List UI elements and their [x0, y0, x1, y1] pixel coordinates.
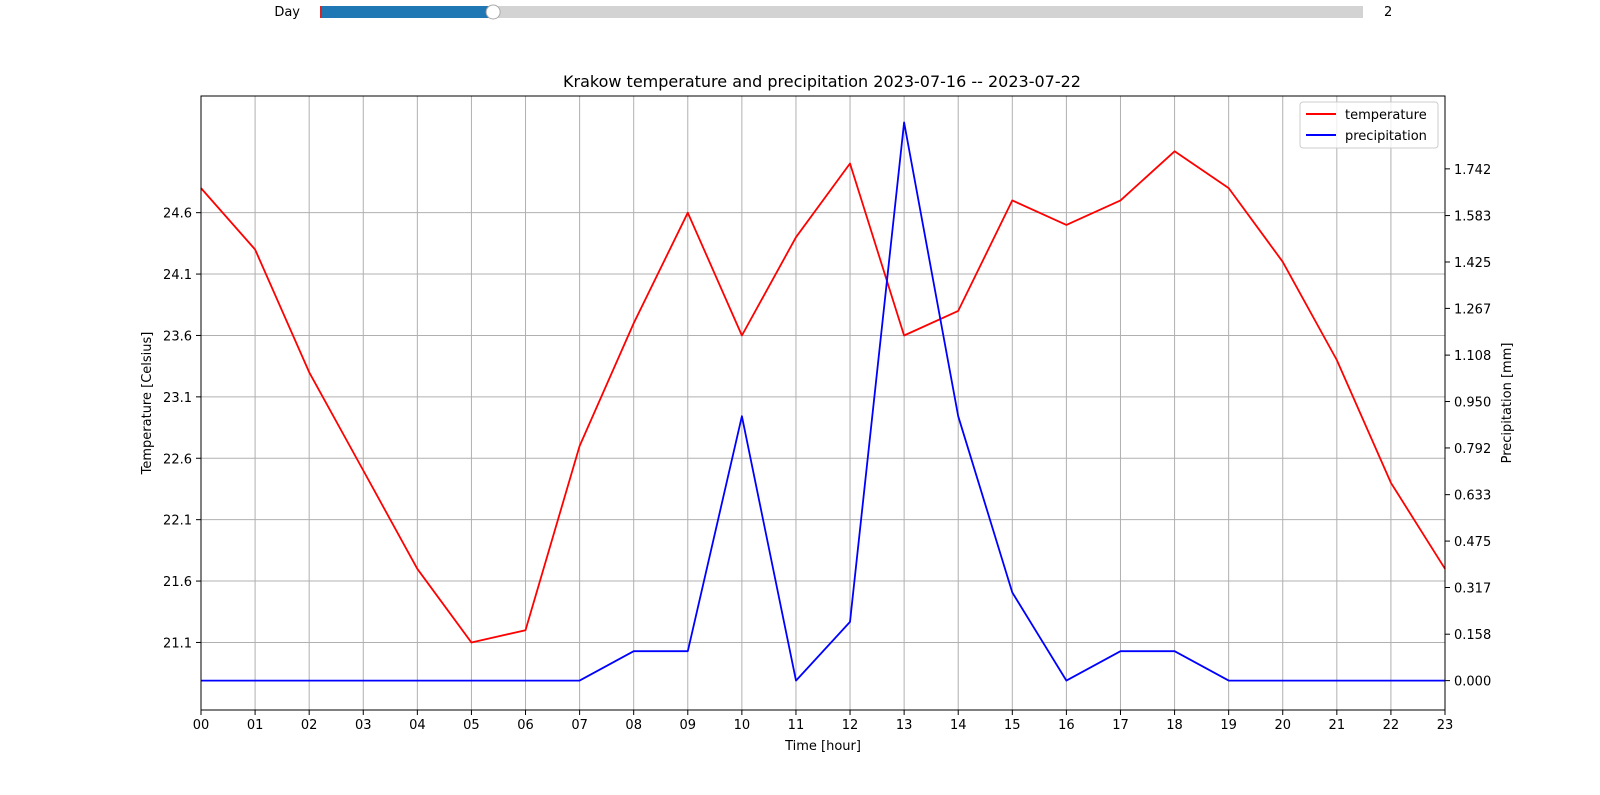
x-tick-label: 20	[1274, 718, 1291, 733]
x-tick-label: 22	[1383, 718, 1400, 733]
x-tick-label: 00	[193, 718, 210, 733]
x-tick-label: 01	[247, 718, 264, 733]
x-tick-label: 06	[517, 718, 534, 733]
x-tick-label: 08	[625, 718, 642, 733]
slider-track[interactable]	[320, 6, 1363, 18]
slider-label: Day	[274, 5, 300, 20]
right-y-axis-label: Precipitation [mm]	[1500, 343, 1515, 464]
x-tick-label: 03	[355, 718, 372, 733]
x-tick-label: 04	[409, 718, 426, 733]
x-tick-label: 13	[896, 718, 913, 733]
left-tick-label: 23.1	[163, 391, 192, 406]
left-y-axis-label: Temperature [Celsius]	[140, 332, 155, 476]
x-tick-label: 16	[1058, 718, 1075, 733]
x-tick-label: 17	[1112, 718, 1129, 733]
grid-lines	[200, 96, 1446, 710]
right-tick-label: 1.108	[1454, 349, 1491, 364]
slider-min-marker	[320, 6, 322, 18]
left-y-axis: 21.1 21.6 22.1 22.6 23.1 23.6 24.1 24.6	[163, 207, 201, 651]
left-tick-label: 21.1	[163, 636, 192, 651]
slider-value: 2	[1384, 5, 1392, 20]
x-tick-label: 18	[1166, 718, 1183, 733]
right-tick-label: 1.267	[1454, 302, 1491, 317]
right-tick-label: 0.000	[1454, 675, 1491, 690]
right-tick-label: 1.425	[1454, 256, 1491, 271]
series-line-precipitation	[201, 121, 1445, 682]
right-tick-label: 1.742	[1454, 163, 1491, 178]
right-y-axis: 0.000 0.158 0.317 0.475 0.633 0.792 0.950 1.108…	[1445, 163, 1491, 690]
right-tick-label: 0.475	[1454, 535, 1491, 550]
right-tick-label: 1.583	[1454, 210, 1491, 225]
x-tick-label: 11	[788, 718, 805, 733]
series-line-temperature	[200, 150, 1446, 644]
right-tick-label: 0.158	[1454, 628, 1491, 643]
x-tick-label: 15	[1004, 718, 1021, 733]
day-slider[interactable]: Day 2	[274, 4, 1392, 20]
left-tick-label: 22.6	[163, 452, 192, 467]
legend-label-temperature: temperature	[1345, 108, 1427, 123]
legend-label-precipitation: precipitation	[1345, 129, 1427, 144]
x-tick-label: 10	[734, 718, 751, 733]
left-tick-label: 22.1	[163, 514, 192, 529]
slider-handle[interactable]	[485, 4, 501, 20]
x-axis: 00 01 02 03 04 05 06 07 08 09 10 11 12 13 14 15 16 17 18 19…	[193, 710, 1454, 733]
x-tick-label: 05	[463, 718, 480, 733]
x-tick-label: 23	[1437, 718, 1454, 733]
slider-fill	[320, 6, 494, 18]
chart-title: Krakow temperature and precipitation 202…	[563, 72, 1081, 91]
x-tick-label: 07	[571, 718, 588, 733]
x-tick-label: 21	[1329, 718, 1346, 733]
left-tick-label: 23.6	[163, 329, 192, 344]
series-lines	[200, 121, 1446, 682]
legend: temperature precipitation	[1299, 101, 1439, 149]
left-tick-label: 24.6	[163, 207, 192, 222]
right-tick-label: 0.317	[1454, 581, 1491, 596]
right-tick-label: 0.950	[1454, 396, 1491, 411]
plot-frame	[200, 95, 1446, 711]
x-tick-label: 19	[1220, 718, 1237, 733]
left-tick-label: 24.1	[163, 268, 192, 283]
right-tick-label: 0.792	[1454, 442, 1491, 457]
right-tick-label: 0.633	[1454, 489, 1491, 504]
x-axis-label: Time [hour]	[784, 739, 861, 754]
x-tick-label: 12	[842, 718, 859, 733]
x-tick-label: 02	[301, 718, 318, 733]
x-tick-label: 14	[950, 718, 967, 733]
left-tick-label: 21.6	[163, 575, 192, 590]
x-tick-label: 09	[680, 718, 697, 733]
